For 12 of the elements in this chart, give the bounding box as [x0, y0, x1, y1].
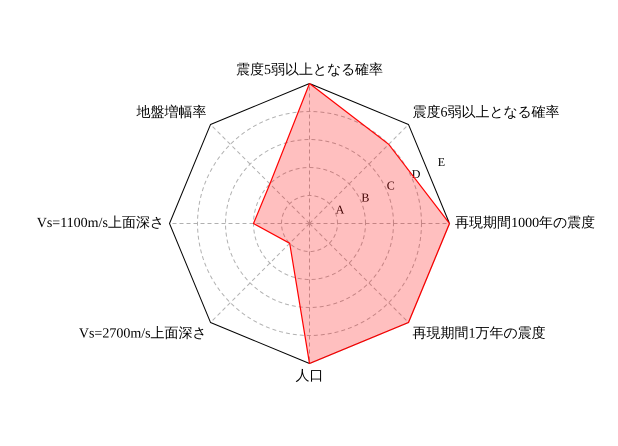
y-tick-label: A [336, 202, 345, 216]
y-tick-label: C [386, 178, 395, 193]
spoke-label: Vs=1100m/s上面深さ [36, 215, 164, 231]
spoke-label: 地盤増幅率 [136, 104, 207, 121]
spoke-label: 人口 [296, 368, 324, 384]
spoke-label: 震度5弱以上となる確率 [236, 62, 383, 78]
y-tick-label: B [361, 190, 370, 204]
spoke-label: 再現期間1000年の震度 [455, 215, 596, 231]
spoke-label: Vs=2700m/s上面深さ [78, 325, 207, 342]
spoke-label: 震度6弱以上となる確率 [412, 104, 560, 121]
spoke-label: 再現期間1万年の震度 [412, 325, 546, 342]
y-tick-label: E [438, 154, 446, 169]
